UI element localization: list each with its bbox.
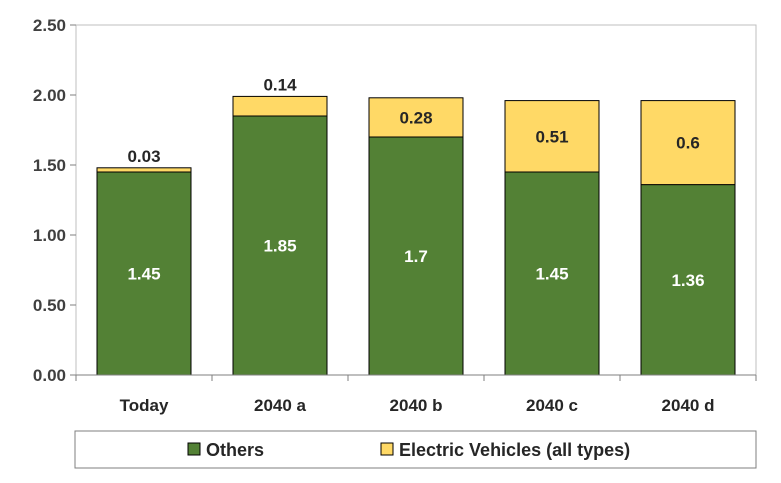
bar-ev-2 — [368, 97, 464, 138]
data-label-others-3: 1.45 — [535, 265, 568, 284]
x-category-label: 2040 a — [254, 396, 307, 415]
data-label-others-2: 1.7 — [404, 247, 428, 266]
data-label-ev-2: 0.28 — [399, 108, 432, 127]
legend-label-ev: Electric Vehicles (all types) — [399, 440, 630, 460]
y-tick-label: 1.50 — [33, 156, 66, 175]
x-category-label: 2040 d — [662, 396, 715, 415]
data-label-ev-4: 0.6 — [676, 134, 700, 153]
bar-ev-3 — [504, 100, 600, 173]
y-tick-label: 2.00 — [33, 86, 66, 105]
x-category-label: 2040 b — [390, 396, 443, 415]
legend-swatch-ev — [380, 442, 394, 456]
legend-swatch-others — [187, 442, 201, 456]
bar-others-4 — [640, 184, 736, 376]
bar-ev-4 — [640, 100, 736, 186]
y-tick-label: 1.00 — [33, 226, 66, 245]
data-label-ev-1: 0.14 — [263, 75, 297, 94]
bar-others-1 — [232, 115, 328, 376]
data-label-ev-0: 0.03 — [127, 147, 160, 166]
y-tick-label: 2.50 — [33, 16, 66, 35]
x-category-label: Today — [120, 396, 169, 415]
legend-label-others: Others — [206, 440, 264, 460]
bar-others-3 — [504, 171, 600, 376]
y-tick-label: 0.00 — [33, 366, 66, 385]
y-tick-label: 0.50 — [33, 296, 66, 315]
bar-others-0 — [96, 171, 192, 376]
x-category-label: 2040 c — [526, 396, 578, 415]
data-label-others-4: 1.36 — [671, 271, 704, 290]
data-label-ev-3: 0.51 — [535, 127, 568, 146]
bar-ev-0 — [96, 167, 192, 173]
bar-ev-1 — [232, 95, 328, 117]
data-label-others-0: 1.45 — [127, 265, 160, 284]
data-label-others-1: 1.85 — [263, 237, 296, 256]
